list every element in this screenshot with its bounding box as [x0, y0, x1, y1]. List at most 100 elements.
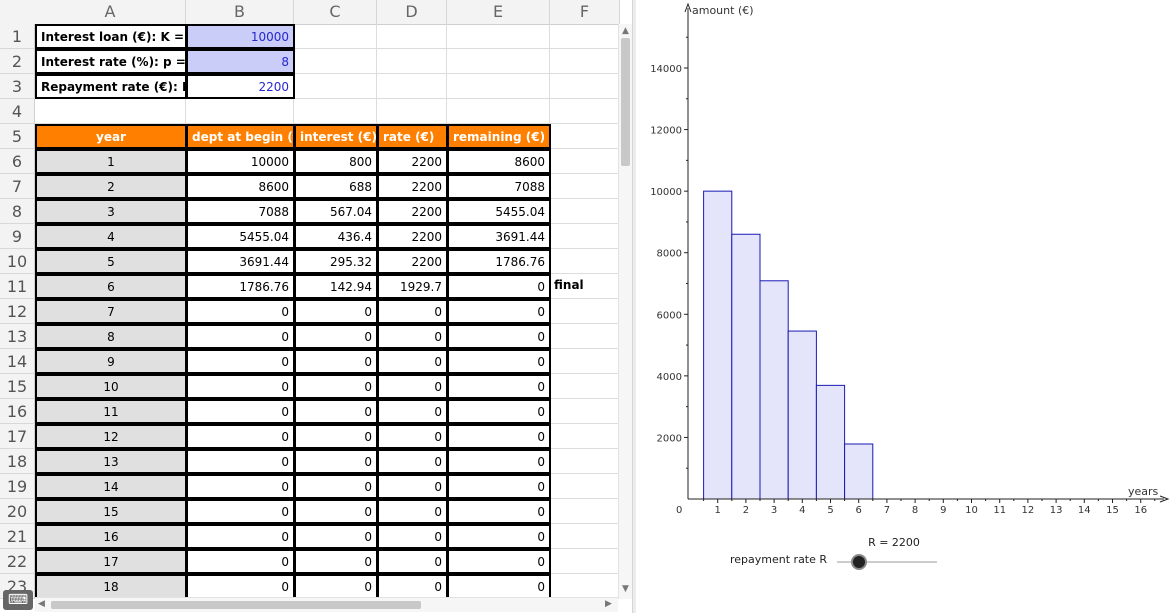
table-cell[interactable]: 0 [186, 299, 295, 324]
keyboard-icon[interactable]: ⌨ [3, 590, 33, 610]
row-header-9[interactable]: 9 [0, 224, 35, 249]
table-cell[interactable]: 4 [35, 224, 187, 249]
loan-label-cell[interactable]: Interest loan (€): K = [35, 24, 187, 49]
table-cell[interactable]: 0 [294, 349, 378, 374]
table-cell[interactable]: 0 [294, 399, 378, 424]
table-cell[interactable]: 10 [35, 374, 187, 399]
table-cell[interactable]: 3691.44 [186, 249, 295, 274]
table-cell[interactable]: 15 [35, 499, 187, 524]
table-cell[interactable]: 0 [186, 549, 295, 574]
view-divider[interactable] [632, 0, 636, 613]
table-cell[interactable]: 0 [186, 374, 295, 399]
table-cell[interactable]: 1 [35, 149, 187, 174]
table-cell[interactable]: 0 [377, 574, 448, 599]
table-cell[interactable]: 0 [377, 499, 448, 524]
table-cell[interactable]: 0 [294, 474, 378, 499]
repay-value-cell[interactable]: 2200 [186, 74, 295, 99]
table-cell[interactable]: 16 [35, 524, 187, 549]
repay-label-cell[interactable]: Repayment rate (€): R = [35, 74, 187, 99]
cell-grid[interactable]: Interest loan (€): K = 10000 Interest rate… [35, 24, 620, 599]
table-cell[interactable]: 8 [35, 324, 187, 349]
table-cell[interactable]: 7088 [186, 199, 295, 224]
column-header-e[interactable]: E [447, 0, 550, 24]
graphics-view[interactable]: amount (€) years 0 1 2 3 4 5 6 7 8 9 10 11 12 13 14 15… [636, 0, 1170, 613]
scroll-up-icon[interactable]: ▲ [622, 26, 629, 36]
table-cell[interactable]: 0 [377, 399, 448, 424]
horizontal-scrollbar[interactable]: ◀ ▶ [35, 597, 618, 612]
table-cell[interactable]: 1786.76 [447, 249, 551, 274]
table-cell[interactable]: 7088 [447, 174, 551, 199]
table-cell[interactable]: 2200 [377, 174, 448, 199]
row-header-2[interactable]: 2 [0, 49, 35, 74]
column-header-b[interactable]: B [186, 0, 294, 24]
row-header-22[interactable]: 22 [0, 549, 35, 574]
table-cell[interactable]: 5455.04 [186, 224, 295, 249]
table-cell[interactable]: 3 [35, 199, 187, 224]
row-header-16[interactable]: 16 [0, 399, 35, 424]
table-cell[interactable]: 0 [377, 474, 448, 499]
table-header-1[interactable]: dept at begin (€) [186, 124, 295, 149]
row-header-12[interactable]: 12 [0, 299, 35, 324]
table-cell[interactable]: 0 [447, 299, 551, 324]
table-cell[interactable]: 0 [377, 349, 448, 374]
table-header-3[interactable]: rate (€) [377, 124, 448, 149]
table-cell[interactable]: 567.04 [294, 199, 378, 224]
table-cell[interactable]: 0 [294, 499, 378, 524]
table-cell[interactable]: 2 [35, 174, 187, 199]
table-cell[interactable]: 5455.04 [447, 199, 551, 224]
table-cell[interactable]: 295.32 [294, 249, 378, 274]
vertical-scrollbar[interactable]: ▲ ▼ [618, 24, 632, 599]
row-header-19[interactable]: 19 [0, 474, 35, 499]
table-cell[interactable]: 2200 [377, 199, 448, 224]
table-header-2[interactable]: interest (€) [294, 124, 378, 149]
row-header-14[interactable]: 14 [0, 349, 35, 374]
table-cell[interactable]: 0 [186, 324, 295, 349]
table-cell[interactable]: 0 [294, 524, 378, 549]
row-header-18[interactable]: 18 [0, 449, 35, 474]
row-header-3[interactable]: 3 [0, 74, 35, 99]
table-cell[interactable]: 2200 [377, 249, 448, 274]
row-header-21[interactable]: 21 [0, 524, 35, 549]
table-cell[interactable]: 0 [294, 324, 378, 349]
table-cell[interactable]: 0 [377, 524, 448, 549]
table-cell[interactable]: 0 [294, 424, 378, 449]
row-header-20[interactable]: 20 [0, 499, 35, 524]
table-cell[interactable]: 0 [186, 399, 295, 424]
scroll-right-icon[interactable]: ▶ [605, 599, 612, 609]
rate-value-cell[interactable]: 8 [186, 49, 295, 74]
table-cell[interactable]: 0 [447, 524, 551, 549]
table-cell[interactable]: 0 [377, 374, 448, 399]
table-cell[interactable]: 688 [294, 174, 378, 199]
table-cell[interactable]: 800 [294, 149, 378, 174]
table-cell[interactable]: 0 [186, 349, 295, 374]
table-cell[interactable]: 0 [447, 424, 551, 449]
table-cell[interactable]: 0 [294, 549, 378, 574]
row-header-5[interactable]: 5 [0, 124, 35, 149]
column-header-c[interactable]: C [294, 0, 377, 24]
row-header-1[interactable]: 1 [0, 24, 35, 49]
table-cell[interactable]: 0 [377, 324, 448, 349]
table-cell[interactable]: 2200 [377, 149, 448, 174]
table-cell[interactable]: 0 [294, 449, 378, 474]
row-header-8[interactable]: 8 [0, 199, 35, 224]
table-cell[interactable]: 0 [447, 274, 551, 299]
scroll-left-icon[interactable]: ◀ [38, 599, 45, 609]
table-cell[interactable]: 17 [35, 549, 187, 574]
horizontal-scroll-thumb[interactable] [51, 601, 421, 609]
table-cell[interactable]: 0 [186, 499, 295, 524]
table-cell[interactable]: 0 [186, 574, 295, 599]
table-cell[interactable]: 8600 [447, 149, 551, 174]
table-cell[interactable]: 0 [294, 299, 378, 324]
table-cell[interactable]: 7 [35, 299, 187, 324]
row-header-11[interactable]: 11 [0, 274, 35, 299]
table-cell[interactable]: 0 [294, 574, 378, 599]
table-cell[interactable]: 0 [447, 399, 551, 424]
row-header-17[interactable]: 17 [0, 424, 35, 449]
table-cell[interactable]: 9 [35, 349, 187, 374]
table-cell[interactable]: 0 [447, 374, 551, 399]
table-cell[interactable]: 0 [377, 449, 448, 474]
table-cell[interactable]: 0 [447, 574, 551, 599]
column-header-d[interactable]: D [377, 0, 447, 24]
table-cell[interactable]: 0 [447, 474, 551, 499]
table-cell[interactable]: 0 [447, 349, 551, 374]
